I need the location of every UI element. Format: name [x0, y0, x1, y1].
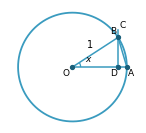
Text: x: x: [85, 55, 90, 64]
Text: C: C: [119, 21, 125, 30]
Text: B: B: [110, 27, 116, 36]
Text: A: A: [128, 69, 134, 78]
Text: D: D: [110, 69, 117, 78]
Text: O: O: [62, 69, 69, 78]
Text: 1: 1: [87, 40, 93, 49]
